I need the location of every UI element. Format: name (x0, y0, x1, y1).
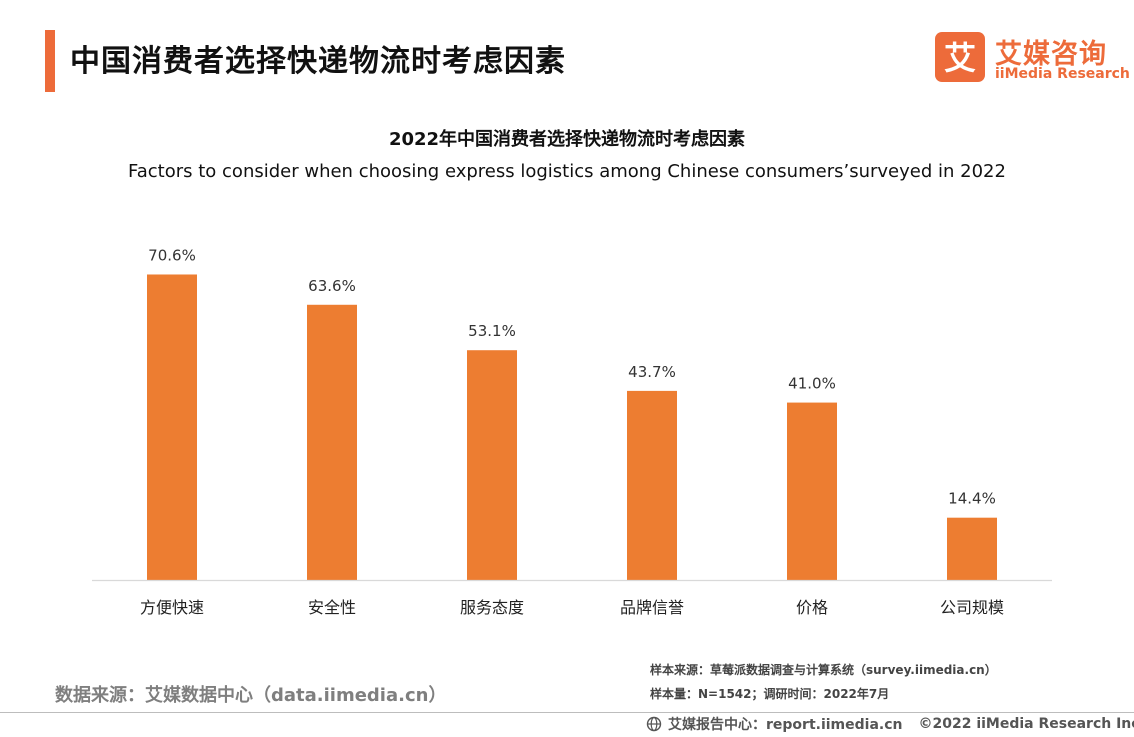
bar-2 (307, 304, 357, 580)
globe-icon (646, 716, 662, 732)
bar-5 (787, 402, 837, 580)
logo-mark: 艾 (935, 32, 985, 82)
iimedia-logo: 艾 艾媒咨询 iiMedia Research (935, 32, 1130, 86)
logo-text-en: iiMedia Research (995, 66, 1130, 82)
title-accent-bar (45, 30, 55, 92)
value-label-1: 70.6% (148, 246, 196, 264)
data-source: 数据来源：艾媒数据中心（data.iimedia.cn） (55, 685, 447, 706)
bar-6 (947, 517, 997, 580)
chart-title: 2022年中国消费者选择快递物流时考虑因素 (388, 129, 746, 150)
logo-mark-glyph: 艾 (944, 39, 976, 77)
category-label-3: 服务态度 (460, 598, 524, 617)
category-label-2: 安全性 (308, 598, 356, 617)
value-label-4: 43.7% (628, 363, 676, 381)
value-label-2: 63.6% (308, 277, 356, 295)
value-label-3: 53.1% (468, 322, 516, 340)
bar-1 (147, 274, 197, 580)
sample-source: 样本来源：草莓派数据调查与计算系统（survey.iimedia.cn） (650, 663, 997, 677)
value-label-6: 14.4% (948, 490, 996, 508)
category-label-4: 品牌信誉 (620, 598, 684, 617)
bar-3 (467, 350, 517, 580)
footer: 艾媒报告中心：report.iimedia.cn ©2022 iiMedia R… (646, 714, 1134, 734)
bar-4 (627, 390, 677, 580)
footer-divider (0, 712, 1134, 713)
category-label-5: 价格 (796, 598, 828, 617)
copyright: ©2022 iiMedia Research Inc (918, 716, 1134, 732)
report-center: 艾媒报告中心：report.iimedia.cn (668, 717, 903, 733)
category-label-1: 方便快速 (140, 598, 204, 617)
chart-subtitle: Factors to consider when choosing expres… (128, 161, 1006, 182)
logo-text-cn: 艾媒咨询 (995, 39, 1107, 70)
sample-size: 样本量：N=1542；调研时间：2022年7月 (650, 687, 890, 701)
logo-mark-icon: 艾 (944, 39, 976, 77)
value-label-5: 41.0% (788, 375, 836, 393)
category-label-6: 公司规模 (940, 598, 1004, 617)
page-title: 中国消费者选择快递物流时考虑因素 (70, 44, 566, 79)
